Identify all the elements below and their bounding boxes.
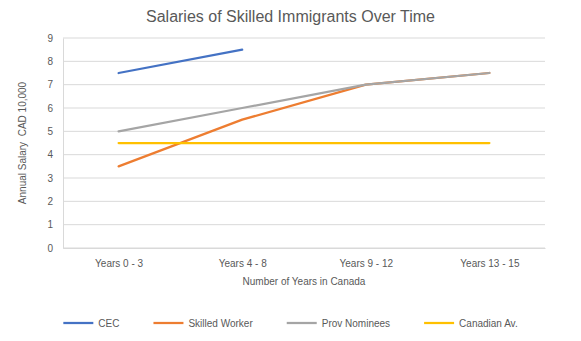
grid-line: [63, 154, 545, 155]
y-tick: 1: [47, 219, 63, 230]
y-tick: 6: [47, 103, 63, 114]
legend-item: Prov Nominees: [287, 318, 390, 329]
legend-item: Skilled Worker: [153, 318, 253, 329]
chart-svg: Salaries of Skilled Immigrants Over Time…: [0, 0, 581, 341]
grid-line: [63, 61, 545, 62]
x-tick-label: Years 13 - 15: [460, 258, 520, 269]
y-tick: 5: [47, 126, 63, 137]
grid-line: [63, 108, 545, 109]
legend-swatch: [153, 322, 183, 324]
x-axis: Years 0 - 3 Years 4 - 8 Years 9 - 12 Years …: [64, 248, 546, 269]
legend: CEC Skilled Worker Prov Nominees Canadian A…: [63, 318, 517, 329]
grid-line: [63, 224, 545, 225]
x-tick-label: Years 0 - 3: [95, 258, 143, 269]
legend-label: Canadian Av.: [459, 318, 518, 329]
y-tick-label: 5: [47, 126, 53, 137]
legend-item: Canadian Av.: [424, 318, 518, 329]
grid-line: [63, 131, 545, 132]
grid-line: [63, 178, 545, 179]
legend-label: Skilled Worker: [188, 318, 253, 329]
chart-title: Salaries of Skilled Immigrants Over Time: [146, 8, 435, 25]
x-axis-title: Number of Years in Canada: [243, 276, 366, 287]
x-tick-label: Years 9 - 12: [340, 258, 394, 269]
y-axis-title: Annual Salary CAD 10,000: [17, 81, 28, 204]
y-axis-line: [63, 39, 64, 249]
grid: [63, 38, 545, 248]
y-tick: 4: [47, 149, 63, 160]
y-tick-label: 4: [47, 149, 53, 160]
legend-swatch: [424, 322, 454, 324]
plot: 0 1 2 3 4 5 6 7 8 9 Years 0 - 3 Years 4 - 8 Years 9 …: [47, 33, 545, 269]
x-tick: Years 0 - 3: [95, 248, 143, 269]
y-tick: 0: [47, 243, 63, 254]
x-tick: Years 13 - 15: [460, 248, 520, 269]
y-tick-label: 1: [47, 219, 53, 230]
y-tick-label: 8: [47, 56, 53, 67]
y-tick-label: 0: [47, 243, 53, 254]
y-tick: 9: [47, 33, 63, 44]
x-tick-label: Years 4 - 8: [219, 258, 267, 269]
x-axis-line: [64, 248, 546, 249]
series-line: [119, 73, 490, 131]
y-tick: 7: [47, 79, 63, 90]
y-tick-label: 2: [47, 196, 53, 207]
grid-line: [63, 201, 545, 202]
grid-line: [63, 38, 545, 39]
y-tick-label: 9: [47, 33, 53, 44]
y-tick-label: 3: [47, 173, 53, 184]
legend-label: CEC: [98, 318, 119, 329]
grid-line: [63, 248, 545, 249]
y-tick: 2: [47, 196, 63, 207]
x-tick: Years 4 - 8: [219, 248, 267, 269]
series-line: [119, 73, 490, 166]
y-tick-label: 6: [47, 103, 53, 114]
y-tick: 3: [47, 173, 63, 184]
grid-line: [63, 84, 545, 85]
legend-label: Prov Nominees: [322, 318, 390, 329]
legend-swatch: [63, 322, 93, 324]
y-axis: 0 1 2 3 4 5 6 7 8 9: [47, 33, 63, 254]
legend-swatch: [287, 322, 317, 324]
x-tick: Years 9 - 12: [340, 248, 394, 269]
series-group: [119, 50, 490, 167]
legend-item: CEC: [63, 318, 119, 329]
y-tick: 8: [47, 56, 63, 67]
y-tick-label: 7: [47, 79, 53, 90]
series-line: [119, 50, 243, 73]
series-line: [119, 142, 490, 144]
background: [0, 0, 581, 341]
